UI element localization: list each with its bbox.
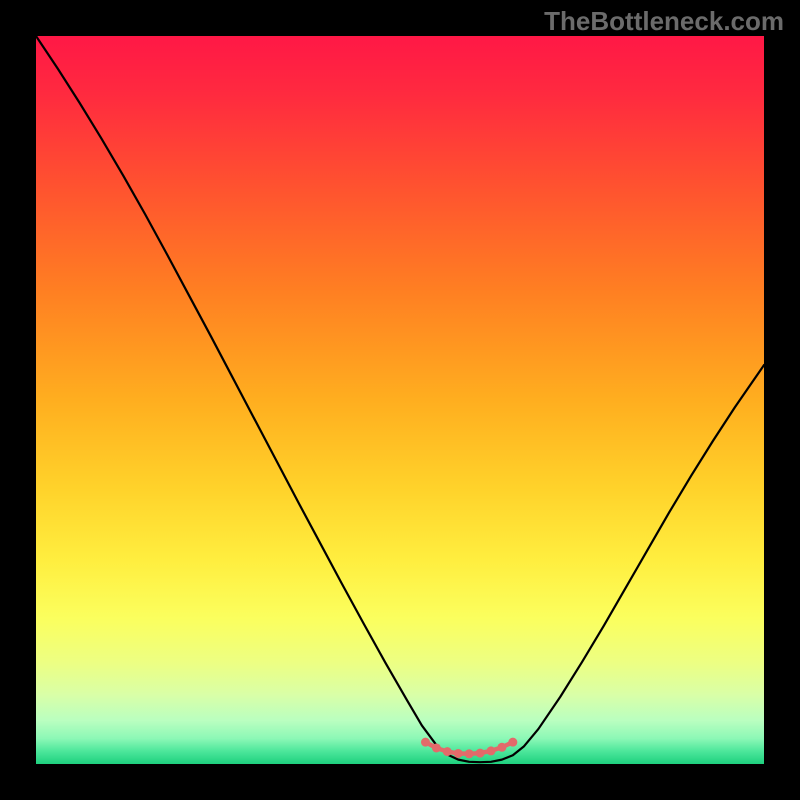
optimal-region	[421, 738, 517, 759]
optimal-region-marker	[454, 749, 463, 758]
optimal-region-marker	[432, 743, 441, 752]
chart-frame: TheBottleneck.com	[0, 0, 800, 800]
optimal-region-marker	[497, 743, 506, 752]
plot-area	[36, 36, 764, 764]
bottleneck-curve	[36, 36, 764, 764]
curve-path	[36, 36, 764, 762]
optimal-region-marker	[476, 749, 485, 758]
optimal-region-marker	[421, 738, 430, 747]
optimal-region-marker	[443, 747, 452, 756]
optimal-region-marker	[465, 749, 474, 758]
optimal-region-marker	[487, 746, 496, 755]
watermark-label: TheBottleneck.com	[544, 6, 784, 37]
optimal-region-marker	[508, 738, 517, 747]
